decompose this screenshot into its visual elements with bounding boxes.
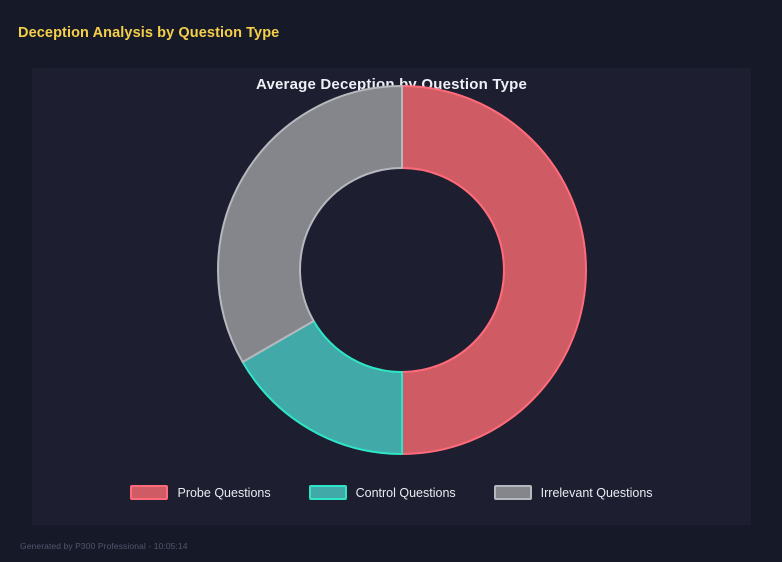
legend-swatch-icon	[493, 485, 532, 500]
donut-slice[interactable]	[241, 320, 403, 455]
legend-item[interactable]: Irrelevant Questions	[493, 485, 653, 500]
footer-note: Generated by P300 Professional - 10:05:1…	[20, 541, 188, 551]
legend-swatch-icon	[308, 485, 347, 500]
page-title: Deception Analysis by Question Type	[18, 25, 280, 41]
legend-swatch-icon	[130, 485, 169, 500]
chart-legend: Probe Questions Control Questions Irreleva…	[32, 485, 751, 500]
legend-item[interactable]: Control Questions	[308, 485, 456, 500]
legend-label: Control Questions	[355, 485, 456, 500]
donut-chart-svg	[217, 85, 587, 455]
legend-label: Probe Questions	[177, 485, 271, 500]
legend-item[interactable]: Probe Questions	[130, 485, 271, 500]
chart-card: Average Deception by Question Type Probe…	[32, 68, 751, 525]
chart-title: Average Deception by Question Type	[255, 76, 528, 93]
legend-label: Irrelevant Questions	[540, 485, 653, 500]
donut-slice[interactable]	[401, 85, 587, 455]
donut-chart	[32, 68, 751, 525]
donut-slice-group	[217, 85, 587, 455]
donut-slice[interactable]	[217, 85, 403, 363]
